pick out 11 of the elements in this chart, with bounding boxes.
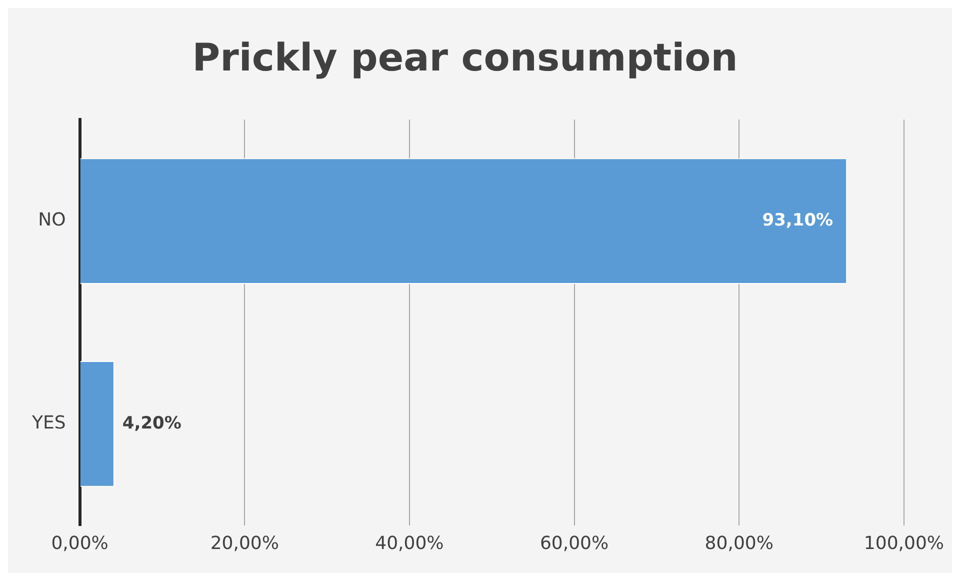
y-tick-label: YES: [30, 412, 66, 434]
x-tick-label: 40,00%: [375, 532, 444, 554]
y-tick-label: NO: [38, 210, 66, 231]
x-tick-label: 0,00%: [51, 532, 108, 554]
data-label: 93,10%: [762, 210, 834, 230]
data-label: 4,20%: [122, 413, 182, 434]
x-tick-label: 100,00%: [864, 532, 944, 554]
chart-title: Prickly pear consumption: [192, 36, 738, 80]
x-tick-label: 60,00%: [540, 532, 609, 554]
x-tick-label: 80,00%: [704, 532, 774, 554]
x-tick-label: 20,00%: [210, 532, 279, 554]
